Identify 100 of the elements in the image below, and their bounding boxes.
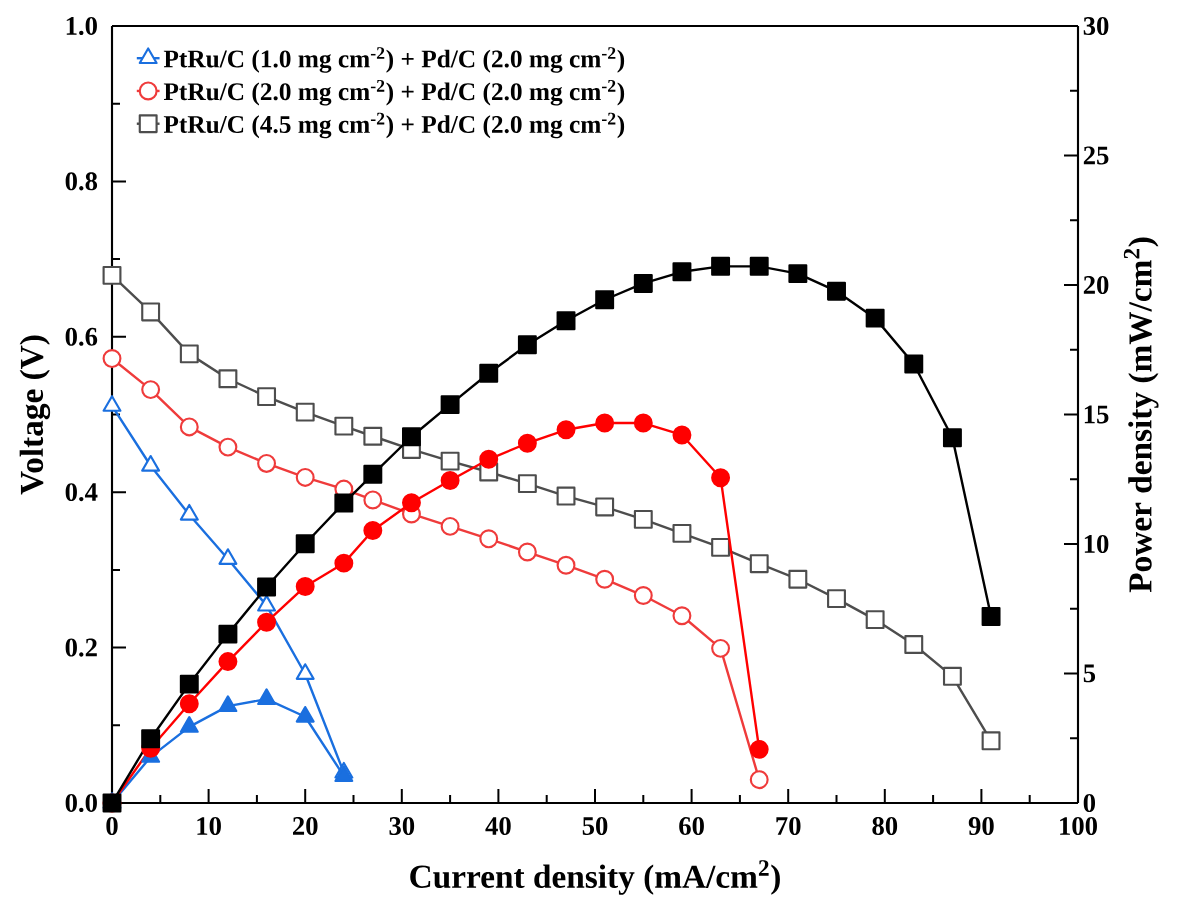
point [749, 554, 769, 574]
point [102, 265, 122, 285]
x-tick-label: 0 [106, 817, 118, 836]
y-tick-label: 0.2 [65, 638, 97, 657]
point [257, 612, 277, 632]
y-tick-label: 0.0 [65, 793, 97, 813]
point [711, 638, 731, 658]
point [179, 694, 199, 714]
x-tick-label: 20 [293, 817, 318, 836]
y2-tick-label: 0 [1083, 793, 1096, 812]
point [865, 610, 885, 630]
point [334, 553, 354, 573]
point [295, 534, 315, 554]
point [517, 542, 537, 562]
point [865, 308, 885, 328]
point [942, 666, 962, 686]
point [633, 509, 653, 529]
point [218, 624, 238, 644]
x-tick-label: 70 [776, 817, 801, 836]
x-tick-label: 90 [968, 817, 994, 836]
point [556, 420, 576, 440]
point [141, 302, 161, 322]
point [711, 256, 731, 276]
point [595, 413, 615, 433]
point [479, 529, 499, 549]
x-tick-label: 50 [582, 817, 608, 836]
point [749, 256, 769, 276]
point [257, 453, 277, 473]
point [257, 688, 277, 706]
point [218, 437, 238, 457]
point [102, 349, 122, 369]
y2-tick-label: 30 [1083, 17, 1109, 35]
y2-axis-title: Power density (mW/cm$^{2}$) [1123, 237, 1159, 593]
point [595, 569, 615, 589]
point [440, 516, 460, 536]
point [179, 674, 199, 694]
point [363, 490, 383, 510]
point [749, 739, 769, 759]
point [479, 363, 499, 383]
point [904, 635, 924, 654]
x-tick-label: 40 [485, 817, 511, 836]
point [257, 577, 277, 597]
x-tick-label: 100 [1060, 817, 1097, 836]
point [788, 264, 808, 284]
point [556, 555, 576, 575]
y-tick-label: 1.0 [66, 16, 97, 36]
x-tick-label: 10 [197, 817, 221, 836]
point [711, 537, 731, 557]
point [334, 493, 354, 513]
point [788, 569, 808, 589]
point [672, 523, 692, 543]
legend-label: PtRu/C (4.5 mg cm$^{-2}$) + Pd/C (2.0 mg cm$^{-2}$) [163, 112, 625, 139]
x-tick-label: 80 [872, 817, 898, 836]
y-axis-title: Voltage (V) [19, 335, 51, 495]
point [981, 731, 1001, 751]
point [517, 474, 537, 494]
point [827, 281, 846, 301]
y-tick-label: 0.4 [65, 483, 98, 502]
x-axis-title: Current density (mA/cm$^{2}$) [410, 860, 780, 895]
point [334, 416, 354, 436]
point [363, 426, 383, 446]
point [179, 417, 199, 437]
point [295, 576, 315, 596]
point [363, 464, 383, 484]
point [295, 467, 315, 487]
point [672, 425, 692, 445]
point [633, 273, 653, 293]
point [517, 335, 537, 355]
point [904, 354, 924, 374]
point [633, 586, 653, 605]
point [440, 451, 460, 471]
point [672, 262, 692, 282]
point [363, 521, 383, 540]
point [141, 380, 161, 400]
y2-tick-label: 20 [1083, 275, 1109, 294]
y-tick-label: 0.6 [65, 327, 98, 346]
point [218, 652, 238, 672]
point [218, 695, 238, 713]
point [556, 311, 576, 331]
point [218, 369, 238, 389]
point [440, 395, 460, 415]
y2-tick-label: 25 [1083, 146, 1109, 165]
point [827, 589, 846, 609]
point [257, 387, 277, 407]
point [295, 402, 315, 422]
point [479, 449, 499, 469]
y2-tick-label: 15 [1084, 405, 1109, 424]
point [595, 497, 615, 517]
point [749, 770, 769, 790]
point [179, 344, 199, 364]
point [711, 468, 731, 488]
point [556, 486, 576, 506]
point [981, 607, 1001, 626]
point [401, 427, 421, 447]
point [141, 729, 161, 749]
legend-label: PtRu/C (1.0 mg cm$^{-2}$) + Pd/C (2.0 mg cm$^{-2}$) [163, 47, 625, 73]
point [633, 413, 653, 433]
y-tick-label: 0.8 [65, 172, 98, 191]
x-tick-label: 60 [679, 817, 704, 836]
point [517, 433, 537, 453]
